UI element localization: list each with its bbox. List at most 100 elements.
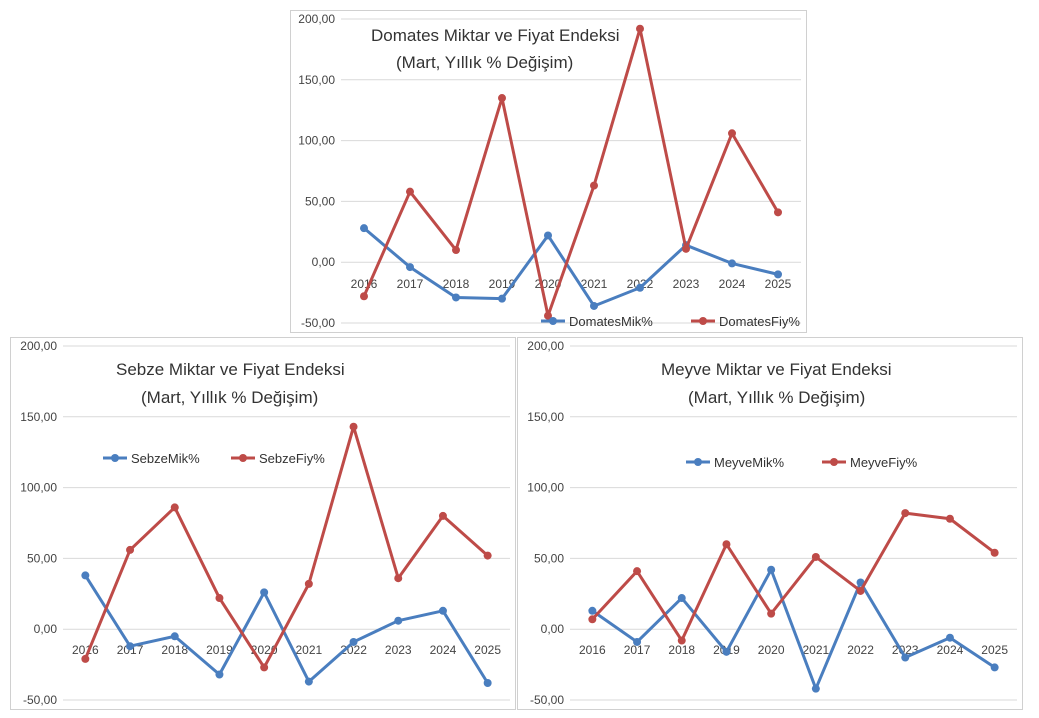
x-tick-label: 2021	[295, 643, 322, 657]
x-tick-label: 2025	[474, 643, 501, 657]
data-point	[483, 551, 492, 560]
data-point	[636, 24, 644, 33]
data-point	[722, 540, 731, 549]
data-point	[774, 208, 782, 217]
data-point	[811, 684, 820, 693]
series-line	[362, 27, 780, 318]
x-tick-label: 2018	[161, 643, 188, 657]
legend-label: SebzeMik%	[131, 451, 200, 466]
data-point	[260, 663, 269, 672]
data-point	[170, 503, 179, 512]
data-point	[677, 636, 686, 645]
y-tick-label: 150,00	[298, 73, 335, 87]
y-tick-label: 50,00	[305, 194, 335, 208]
x-tick-label: 2018	[443, 277, 470, 291]
legend-label: SebzeFiy%	[259, 451, 325, 466]
x-tick-label: 2025	[981, 643, 1008, 657]
y-tick-label: -50,00	[23, 693, 57, 707]
data-point	[633, 637, 642, 646]
x-tick-label: 2021	[802, 643, 829, 657]
data-point	[544, 311, 552, 320]
series-line	[83, 425, 489, 669]
data-point	[767, 565, 776, 574]
x-tick-label: 2025	[765, 277, 792, 291]
data-point	[722, 647, 731, 656]
x-tick-label: 2023	[385, 643, 412, 657]
data-point	[901, 653, 910, 662]
y-tick-label: 200,00	[20, 339, 57, 353]
data-point	[304, 677, 313, 686]
data-point	[728, 129, 736, 138]
y-tick-label: 200,00	[298, 12, 335, 26]
data-point	[438, 606, 447, 615]
y-tick-label: -50,00	[530, 693, 564, 707]
x-tick-label: 2017	[624, 643, 651, 657]
data-point	[945, 514, 954, 523]
legend-marker	[239, 454, 247, 462]
data-point	[901, 509, 910, 518]
x-tick-label: 2021	[581, 277, 608, 291]
chart-panel-meyve: -50,00 0,00 50,00 100,00 150,00 200,00 2016 201…	[517, 337, 1023, 710]
x-tick-label: 2024	[937, 643, 964, 657]
chart-subtitle: (Mart, Yıllık % Değişim)	[396, 53, 573, 72]
y-tick-label: 50,00	[27, 551, 57, 565]
y-tick-label: 100,00	[527, 481, 564, 495]
data-point	[360, 224, 368, 233]
x-tick-label: 2023	[673, 277, 700, 291]
data-point	[945, 633, 954, 642]
chart-subtitle: (Mart, Yıllık % Değişim)	[688, 388, 865, 407]
data-point	[588, 606, 597, 615]
chart-panel-domates: -50,00 0,00 50,00 100,00 150,00 200,00 2016 201…	[290, 10, 807, 333]
series-line	[591, 568, 996, 691]
chart-svg-sebze: -50,00 0,00 50,00 100,00 150,00 200,00 2016 201…	[20, 339, 510, 707]
chart-panel-sebze: -50,00 0,00 50,00 100,00 150,00 200,00 2016 201…	[10, 337, 516, 710]
data-point	[774, 270, 782, 279]
data-point	[406, 263, 414, 272]
x-tick-label: 2024	[430, 643, 457, 657]
data-point	[349, 422, 358, 431]
data-point	[452, 246, 460, 255]
data-point	[677, 594, 686, 603]
legend-marker	[699, 317, 707, 325]
data-point	[682, 244, 690, 253]
data-point	[349, 637, 358, 646]
legend-marker	[694, 458, 702, 466]
x-tick-label: 2016	[579, 643, 606, 657]
legend-marker	[549, 317, 557, 325]
data-point	[126, 642, 135, 651]
data-point	[811, 552, 820, 561]
y-tick-label: 200,00	[527, 339, 564, 353]
legend-label: MeyveMik%	[714, 455, 785, 470]
data-point	[856, 586, 865, 595]
data-point	[215, 670, 224, 679]
data-point	[590, 181, 598, 190]
data-point	[406, 187, 414, 196]
data-point	[636, 283, 644, 292]
data-point	[483, 679, 492, 688]
x-tick-label: 2020	[758, 643, 785, 657]
data-point	[304, 579, 313, 588]
data-point	[990, 548, 999, 557]
chart-svg-meyve: -50,00 0,00 50,00 100,00 150,00 200,00 2016 201…	[527, 339, 1017, 707]
chart-svg-domates: -50,00 0,00 50,00 100,00 150,00 200,00 2016 201…	[298, 12, 801, 330]
y-tick-label: 0,00	[34, 622, 58, 636]
chart-title: Sebze Miktar ve Fiyat Endeksi	[116, 360, 345, 379]
x-tick-label: 2016	[351, 277, 378, 291]
chart-subtitle: (Mart, Yıllık % Değişim)	[141, 388, 318, 407]
y-tick-label: 150,00	[20, 410, 57, 424]
x-tick-label: 2024	[719, 277, 746, 291]
series-line	[84, 574, 489, 684]
data-point	[633, 567, 642, 576]
x-tick-label: 2022	[847, 643, 874, 657]
chart-title: Domates Miktar ve Fiyat Endeksi	[371, 26, 619, 45]
y-tick-label: 150,00	[527, 410, 564, 424]
data-point	[360, 292, 368, 301]
data-point	[498, 294, 506, 303]
data-point	[81, 654, 90, 663]
data-point	[588, 615, 597, 624]
legend-marker	[111, 454, 119, 462]
chart-title: Meyve Miktar ve Fiyat Endeksi	[661, 360, 892, 379]
data-point	[126, 545, 135, 554]
x-tick-label: 2018	[668, 643, 695, 657]
data-point	[438, 511, 447, 520]
